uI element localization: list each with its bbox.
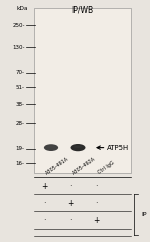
Text: 70-: 70- [16, 70, 25, 75]
Text: 19-: 19- [16, 146, 25, 151]
Text: kDa: kDa [16, 6, 28, 11]
Text: IP/WB: IP/WB [71, 5, 93, 14]
Text: 250-: 250- [12, 23, 25, 28]
Text: 130-: 130- [12, 45, 25, 50]
Text: +: + [94, 216, 100, 225]
Text: ·: · [96, 182, 98, 191]
Ellipse shape [70, 144, 86, 151]
Text: ·: · [96, 199, 98, 208]
Text: IP: IP [141, 212, 147, 217]
Text: 51-: 51- [16, 85, 25, 90]
Text: +: + [41, 182, 47, 191]
Text: +: + [67, 199, 74, 208]
Ellipse shape [47, 146, 55, 148]
Text: ·: · [43, 199, 45, 208]
Text: A305-492A: A305-492A [71, 156, 96, 175]
Text: ·: · [69, 182, 72, 191]
Text: ·: · [69, 216, 72, 225]
Text: 16-: 16- [16, 161, 25, 166]
Text: A305-491A: A305-491A [45, 156, 70, 175]
Text: ATP5H: ATP5H [107, 145, 129, 151]
Ellipse shape [44, 144, 58, 151]
Bar [34, 8, 130, 173]
Text: 38-: 38- [16, 102, 25, 106]
Text: 28-: 28- [16, 121, 25, 126]
Ellipse shape [74, 146, 82, 148]
Text: Ctrl IgG: Ctrl IgG [98, 161, 116, 175]
Text: ·: · [43, 216, 45, 225]
